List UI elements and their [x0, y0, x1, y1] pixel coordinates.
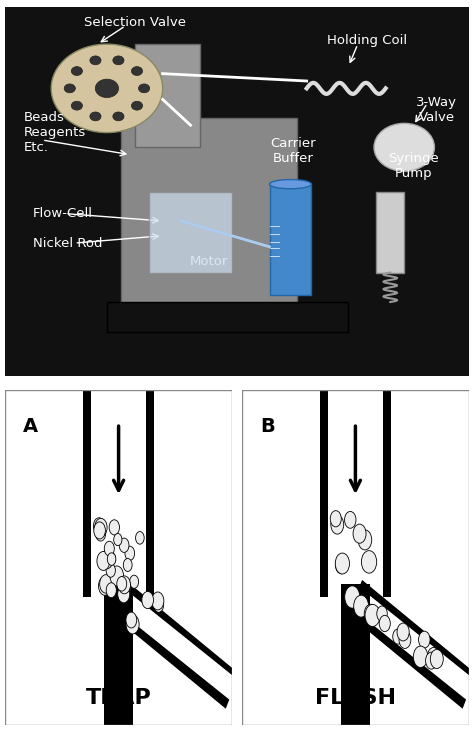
Circle shape — [397, 623, 409, 641]
Circle shape — [330, 511, 341, 527]
Circle shape — [64, 84, 75, 93]
Circle shape — [345, 586, 360, 608]
Circle shape — [114, 534, 122, 545]
Circle shape — [361, 550, 377, 573]
Circle shape — [152, 592, 164, 610]
Circle shape — [100, 550, 113, 569]
Circle shape — [110, 566, 124, 586]
Circle shape — [97, 551, 110, 570]
Circle shape — [113, 112, 124, 121]
Circle shape — [51, 44, 163, 132]
Circle shape — [118, 585, 130, 603]
Circle shape — [71, 67, 82, 75]
Circle shape — [100, 575, 112, 593]
Circle shape — [118, 576, 130, 594]
Circle shape — [358, 530, 372, 550]
Text: Nickel Rod: Nickel Rod — [33, 236, 102, 250]
Circle shape — [428, 648, 439, 665]
Bar — [341, 584, 370, 725]
Circle shape — [107, 553, 116, 565]
Bar — [104, 584, 133, 725]
Circle shape — [142, 591, 154, 608]
Circle shape — [93, 518, 105, 534]
Circle shape — [345, 512, 356, 529]
Circle shape — [106, 564, 115, 578]
Circle shape — [136, 531, 144, 544]
Text: FLUSH: FLUSH — [315, 688, 396, 708]
Circle shape — [335, 553, 349, 574]
Ellipse shape — [270, 179, 311, 189]
Circle shape — [95, 79, 118, 97]
Circle shape — [125, 546, 135, 561]
Text: Motor: Motor — [190, 255, 228, 268]
Text: A: A — [23, 417, 38, 436]
Circle shape — [393, 629, 403, 644]
Circle shape — [131, 101, 143, 110]
Bar — [270, 184, 311, 295]
Circle shape — [113, 56, 124, 64]
Text: B: B — [260, 417, 274, 436]
Polygon shape — [352, 587, 474, 708]
Text: Flow-Cell: Flow-Cell — [33, 207, 92, 220]
Polygon shape — [349, 580, 474, 709]
Circle shape — [336, 556, 347, 574]
Bar — [121, 118, 297, 321]
Circle shape — [131, 67, 143, 75]
Circle shape — [377, 606, 387, 621]
Circle shape — [374, 124, 434, 171]
Bar — [320, 389, 328, 597]
Circle shape — [364, 604, 377, 624]
Circle shape — [117, 577, 127, 591]
Bar — [83, 389, 91, 597]
Circle shape — [399, 631, 411, 649]
Bar — [107, 302, 348, 332]
Text: Syringe
Pump: Syringe Pump — [388, 152, 439, 180]
Bar — [376, 192, 404, 272]
Circle shape — [413, 646, 428, 668]
Circle shape — [71, 101, 82, 110]
Circle shape — [331, 515, 344, 534]
Circle shape — [353, 524, 366, 543]
Polygon shape — [115, 587, 248, 708]
Bar — [328, 389, 383, 597]
Bar — [383, 389, 391, 597]
Circle shape — [94, 522, 105, 539]
Text: TRAP: TRAP — [86, 688, 152, 708]
Circle shape — [107, 553, 116, 565]
Text: Holding Coil: Holding Coil — [327, 34, 407, 47]
Circle shape — [109, 520, 119, 535]
Bar — [91, 389, 146, 597]
Circle shape — [95, 518, 107, 537]
Circle shape — [379, 616, 390, 632]
Circle shape — [126, 615, 139, 634]
Circle shape — [365, 605, 380, 627]
Text: Selection Valve: Selection Valve — [84, 15, 186, 29]
Circle shape — [99, 577, 111, 595]
Circle shape — [119, 538, 129, 553]
Circle shape — [419, 631, 430, 648]
Polygon shape — [112, 580, 239, 709]
Bar — [135, 44, 200, 147]
Circle shape — [138, 84, 150, 93]
Circle shape — [426, 652, 437, 669]
Text: Beads
Reagents
Etc.: Beads Reagents Etc. — [23, 111, 86, 154]
Text: Carrier
Buffer: Carrier Buffer — [270, 137, 316, 165]
Circle shape — [354, 595, 369, 617]
Circle shape — [106, 583, 116, 598]
Circle shape — [430, 649, 443, 668]
Bar — [149, 192, 232, 272]
Circle shape — [90, 112, 101, 121]
Text: 3-Way
Valve: 3-Way Valve — [416, 97, 457, 124]
Circle shape — [104, 541, 114, 556]
Circle shape — [126, 612, 137, 628]
Circle shape — [90, 56, 101, 64]
Bar — [146, 389, 154, 597]
Circle shape — [118, 578, 131, 597]
Circle shape — [154, 597, 164, 612]
Circle shape — [129, 575, 138, 589]
Circle shape — [123, 559, 132, 572]
Circle shape — [96, 526, 106, 541]
